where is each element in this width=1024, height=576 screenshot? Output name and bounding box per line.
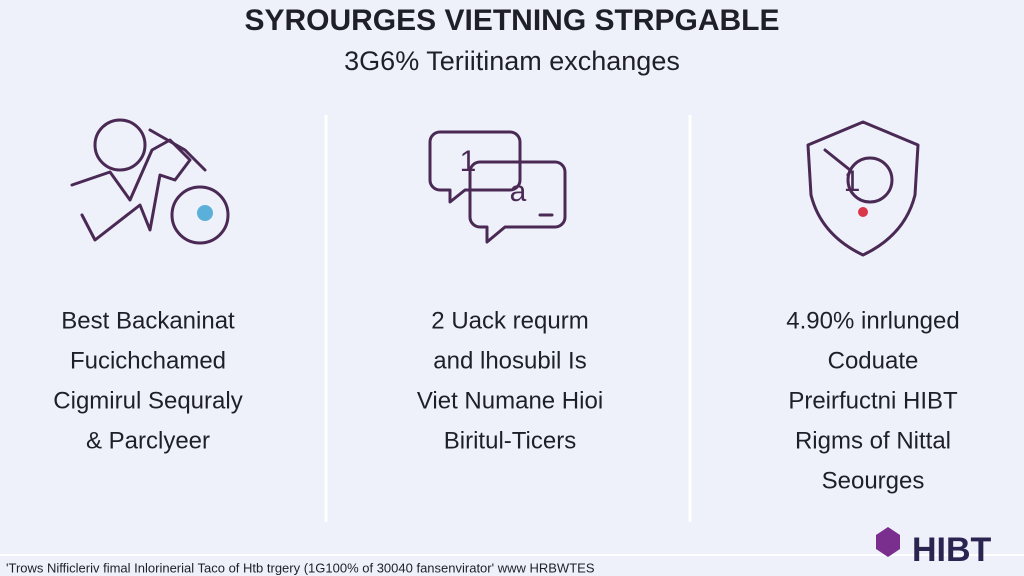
column-text: Rigms of Nittal	[795, 427, 951, 454]
column-text: Coduate	[828, 347, 919, 374]
column-text: Best Backaninat	[61, 307, 235, 334]
icon-label: 1	[844, 165, 861, 198]
column-text: 2 Uack requrm	[431, 307, 588, 334]
logo-text: HIBT	[912, 531, 992, 569]
icon-label: a	[510, 175, 527, 208]
logo-mark	[876, 527, 900, 557]
footer-text: 'Trows Nifficleriv fimal Inlorinerial Ta…	[6, 560, 595, 575]
icon-people	[70, 118, 230, 245]
icon-label: 1	[460, 145, 477, 178]
title: SYROURGES VIETNING STRPGABLE	[244, 4, 779, 37]
column-text: 4.90% inrlunged	[786, 307, 959, 334]
column-text: Viet Numane Hioi	[417, 387, 603, 414]
column-text: Fucichchamed	[70, 347, 226, 374]
column-text: and lhosubil Is	[433, 347, 586, 374]
icon-shield	[806, 120, 920, 257]
column-text: Biritul-Ticers	[444, 427, 576, 454]
icon-chat	[428, 130, 567, 244]
column-text: Seourges	[822, 467, 925, 494]
column-text: Cigmirul Sequraly	[53, 387, 242, 414]
column-text: & Parclyeer	[86, 427, 210, 454]
subtitle: 3G6% Teriitinam exchanges	[344, 46, 680, 76]
column-text: Preirfuctni HIBT	[788, 387, 958, 414]
